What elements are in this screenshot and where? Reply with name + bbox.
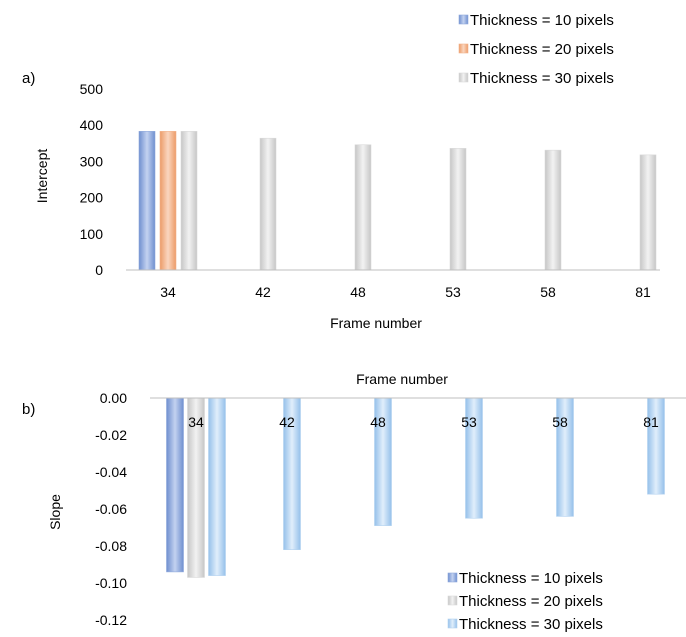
x-tick-label: 42: [279, 414, 295, 430]
x-tick-label: 48: [350, 284, 366, 300]
x-tick-label: 81: [635, 284, 651, 300]
bar-lightblue-81: [647, 397, 665, 495]
y-tick-label: -0.06: [95, 501, 127, 517]
y-tick-label: 0.00: [100, 390, 127, 406]
panel-a-xlabel: Frame number: [330, 315, 422, 331]
panel-a-legend: Thickness = 10 pixels Thickness = 20 pixe…: [458, 12, 614, 87]
bar-gray-58: [544, 149, 562, 271]
panel-b-bars: [166, 397, 665, 578]
x-tick-label: 34: [188, 414, 204, 430]
panel-a-label: a): [22, 70, 35, 87]
legend-entry: Thickness = 20 pixels: [470, 41, 614, 58]
legend-swatch: [447, 572, 458, 583]
y-tick-label: 300: [80, 153, 104, 169]
legend-entry: Thickness = 20 pixels: [459, 593, 603, 610]
y-tick-label: 100: [80, 226, 104, 242]
panel-b: b) Slope Frame number 0.00 -0.02 -0.04 -0.0…: [22, 371, 686, 633]
legend-swatch: [458, 72, 469, 83]
legend-entry: Thickness = 30 pixels: [470, 70, 614, 87]
panel-b-ylabel: Slope: [47, 494, 63, 530]
panel-b-y-ticks: 0.00 -0.02 -0.04 -0.06 -0.08 -0.10 -0.12: [95, 390, 127, 628]
bar-gray-34: [180, 131, 198, 271]
x-tick-label: 53: [445, 284, 461, 300]
panel-a-bars: [138, 131, 657, 271]
y-tick-label: 400: [80, 117, 104, 133]
bar-lightblue-34: [208, 397, 226, 576]
bar-gray-48: [354, 144, 372, 271]
legend-entry: Thickness = 10 pixels: [459, 570, 603, 587]
panel-a-x-ticks: 34 42 48 53 58 81: [160, 284, 651, 300]
y-tick-label: -0.08: [95, 538, 127, 554]
panel-b-xlabel: Frame number: [356, 371, 448, 387]
bar-blue-34: [166, 397, 184, 573]
y-tick-label: 500: [80, 81, 104, 97]
panel-a-y-ticks: 500 400 300 200 100 0: [80, 81, 104, 278]
panel-b-legend: Thickness = 10 pixels Thickness = 20 pixe…: [447, 570, 603, 633]
bar-gray-53: [449, 148, 467, 271]
legend-entry: Thickness = 30 pixels: [459, 616, 603, 633]
y-tick-label: -0.10: [95, 575, 127, 591]
bar-blue-34: [138, 131, 156, 271]
legend-entry: Thickness = 10 pixels: [470, 12, 614, 29]
x-tick-label: 42: [255, 284, 271, 300]
x-tick-label: 53: [461, 414, 477, 430]
y-tick-label: -0.12: [95, 612, 127, 628]
panel-a: a) Intercept Frame number 500 400 300 200 10…: [22, 12, 660, 331]
legend-swatch: [447, 595, 458, 606]
bar-gray-42: [259, 137, 277, 271]
y-tick-label: -0.02: [95, 427, 127, 443]
x-tick-label: 34: [160, 284, 176, 300]
bar-gray-81: [639, 154, 657, 271]
x-tick-label: 48: [370, 414, 386, 430]
y-tick-label: 0: [95, 262, 103, 278]
legend-swatch: [458, 14, 469, 25]
panel-a-ylabel: Intercept: [34, 149, 50, 204]
legend-swatch: [458, 43, 469, 54]
panel-b-x-ticks: 34 42 48 53 58 81: [188, 414, 659, 430]
x-tick-label: 81: [643, 414, 659, 430]
bar-orange-34: [159, 131, 177, 271]
x-tick-label: 58: [540, 284, 556, 300]
x-tick-label: 58: [552, 414, 568, 430]
panel-b-label: b): [22, 401, 35, 418]
y-tick-label: -0.04: [95, 464, 127, 480]
y-tick-label: 200: [80, 190, 104, 206]
legend-swatch: [447, 618, 458, 629]
